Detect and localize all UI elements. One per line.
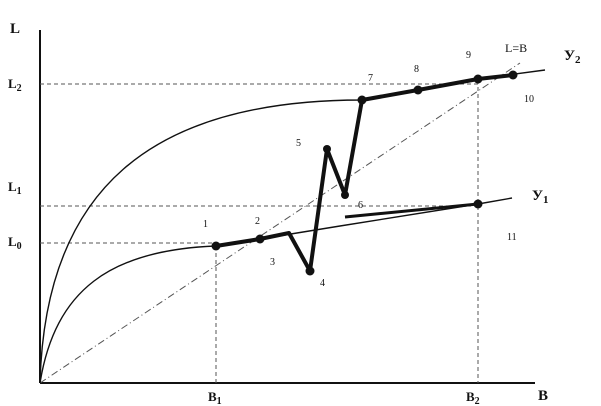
tick-l0-main: L [8, 234, 17, 249]
point-label-4: 4 [320, 278, 325, 289]
marker-7 [357, 95, 367, 105]
tick-b2: B2 [466, 389, 480, 406]
curve-lower-label-main: У [532, 188, 543, 204]
point-label-8: 8 [414, 64, 419, 75]
y-axis-label: L [10, 21, 20, 37]
marker-9 [473, 74, 483, 84]
tick-l1-main: L [8, 179, 17, 194]
tick-l2: L2 [8, 76, 22, 94]
tick-l2-main: L [8, 76, 17, 91]
point-label-10: 10 [524, 94, 534, 105]
marker-1 [211, 241, 221, 251]
curve-upper-label-sub: 2 [575, 54, 581, 66]
diagonal-line [39, 62, 521, 384]
tick-b1-sub: 1 [217, 396, 222, 406]
markers [211, 70, 518, 276]
curve-upper [39, 69, 546, 384]
transition-path [215, 73, 514, 273]
segment-to-11 [344, 202, 479, 219]
marker-8 [413, 85, 423, 95]
tick-b2-main: B [466, 389, 475, 404]
tick-l1-sub: 1 [17, 186, 22, 197]
guides [40, 80, 479, 383]
point-label-3: 3 [270, 257, 275, 268]
curve-lower-label: У1 [532, 188, 549, 206]
diagonal-label: L=B [505, 41, 527, 55]
point-label-11: 11 [507, 232, 517, 243]
point-label-2: 2 [255, 216, 260, 227]
tick-l0: L0 [8, 234, 22, 252]
tick-l2-sub: 2 [17, 83, 22, 94]
marker-10 [508, 70, 518, 80]
point-label-7: 7 [368, 73, 373, 84]
point-label-1: 1 [203, 219, 208, 230]
curve-lower-label-sub: 1 [543, 194, 549, 206]
tick-l1: L1 [8, 179, 22, 197]
marker-2 [255, 234, 265, 244]
marker-4 [305, 266, 315, 276]
point-label-5: 5 [296, 138, 301, 149]
curve-upper-label: У2 [564, 48, 581, 66]
marker-5 [323, 145, 331, 153]
point-label-6: 6 [358, 200, 363, 211]
curve-upper-label-main: У [564, 48, 575, 64]
tick-b1-main: B [208, 389, 217, 404]
x-axis-label: B [538, 388, 548, 404]
tick-l0-sub: 0 [17, 241, 22, 252]
point-label-9: 9 [466, 50, 471, 61]
tick-b1: B1 [208, 389, 222, 406]
marker-11 [473, 199, 483, 209]
marker-6 [341, 191, 349, 199]
tick-b2-sub: 2 [475, 396, 480, 406]
